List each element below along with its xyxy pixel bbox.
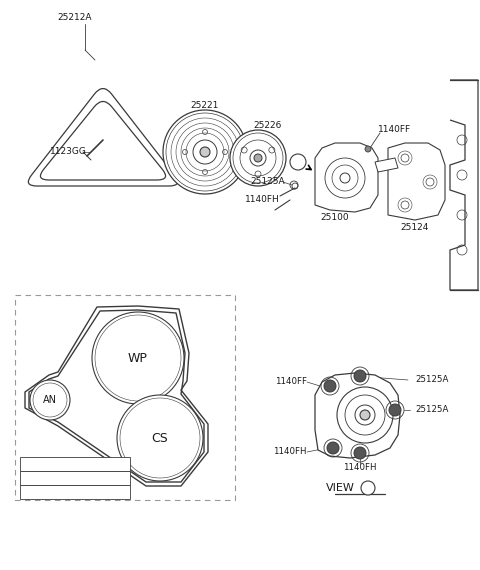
- Bar: [15, 295, 235, 500]
- Circle shape: [327, 442, 339, 454]
- Bar: [20, 457, 130, 471]
- Text: 1140FH: 1140FH: [274, 447, 307, 457]
- Circle shape: [230, 130, 286, 186]
- Text: 25125A: 25125A: [251, 177, 285, 186]
- Text: AN: AN: [43, 395, 57, 405]
- Text: 25125A: 25125A: [415, 376, 448, 385]
- Polygon shape: [315, 373, 400, 458]
- Text: 1140FH: 1140FH: [343, 463, 377, 473]
- Text: AN: AN: [25, 459, 37, 469]
- Circle shape: [389, 404, 401, 416]
- Text: CS: CS: [152, 431, 168, 445]
- Text: CS: CS: [25, 487, 37, 496]
- Circle shape: [92, 312, 184, 404]
- Circle shape: [30, 380, 70, 420]
- Circle shape: [290, 154, 306, 170]
- Circle shape: [354, 447, 366, 459]
- Bar: [20, 471, 130, 485]
- Circle shape: [361, 481, 375, 495]
- Text: 25221: 25221: [191, 100, 219, 109]
- Text: 1123GG: 1123GG: [49, 148, 86, 157]
- Circle shape: [324, 380, 336, 392]
- Circle shape: [360, 410, 370, 420]
- Circle shape: [365, 146, 371, 152]
- Text: 25125A: 25125A: [415, 405, 448, 414]
- Text: WP: WP: [24, 474, 38, 482]
- Polygon shape: [375, 158, 398, 172]
- Text: CRANKSHAFT: CRANKSHAFT: [57, 487, 115, 496]
- Polygon shape: [315, 143, 378, 212]
- Text: WP: WP: [128, 352, 148, 364]
- Text: 1140FF: 1140FF: [378, 125, 411, 135]
- Polygon shape: [450, 80, 478, 290]
- Circle shape: [354, 370, 366, 382]
- Text: 1140FH: 1140FH: [245, 196, 279, 205]
- Text: 25100: 25100: [321, 214, 349, 222]
- Circle shape: [117, 395, 203, 481]
- Text: VIEW: VIEW: [326, 483, 355, 493]
- Circle shape: [254, 154, 262, 162]
- Text: 25212A: 25212A: [58, 14, 92, 22]
- Text: 25226: 25226: [254, 121, 282, 131]
- Text: WATER PUMP: WATER PUMP: [58, 474, 114, 482]
- Text: A: A: [365, 483, 371, 492]
- Bar: [20, 485, 130, 499]
- Text: A: A: [295, 157, 301, 166]
- Text: ALTERNATOR: ALTERNATOR: [58, 459, 114, 469]
- Text: 25124: 25124: [401, 223, 429, 233]
- Text: 1140FF: 1140FF: [275, 377, 307, 386]
- Circle shape: [200, 147, 210, 157]
- Circle shape: [163, 110, 247, 194]
- Polygon shape: [388, 143, 445, 220]
